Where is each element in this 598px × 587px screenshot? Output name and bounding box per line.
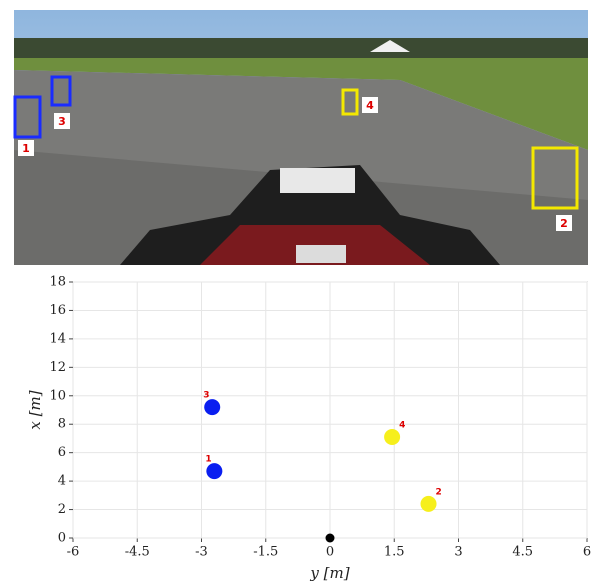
bounding-box bbox=[531, 146, 579, 210]
x-tick-label: 3 bbox=[454, 545, 462, 560]
y-tick-label: 0 bbox=[58, 531, 66, 546]
box-label-bg bbox=[18, 140, 34, 156]
bounding-box bbox=[341, 88, 359, 116]
point bbox=[206, 463, 223, 480]
x-tick-label: -3 bbox=[195, 545, 208, 560]
y-tick-label: 12 bbox=[49, 360, 66, 375]
bounding-box bbox=[50, 75, 72, 107]
y-tick-label: 16 bbox=[49, 303, 66, 318]
camera-photo bbox=[14, 10, 588, 265]
box-label: 3 bbox=[58, 115, 66, 128]
point-label: 2 bbox=[436, 487, 442, 497]
x-tick-label: 1.5 bbox=[384, 545, 405, 560]
y-tick-label: 6 bbox=[58, 445, 66, 460]
point-label: 1 bbox=[205, 455, 211, 465]
x-tick-label: 4.5 bbox=[512, 545, 533, 560]
x-tick-label: 0 bbox=[326, 545, 334, 560]
point bbox=[420, 495, 437, 512]
x-tick-label: 6 bbox=[583, 545, 591, 560]
y-tick-label: 18 bbox=[49, 275, 66, 290]
y-tick-label: 14 bbox=[49, 331, 66, 346]
bounding-box bbox=[13, 95, 42, 139]
x-tick-label: -4.5 bbox=[125, 545, 150, 560]
box-label-bg bbox=[362, 97, 378, 113]
x-tick-label: -1.5 bbox=[253, 545, 278, 560]
y-tick-label: 10 bbox=[49, 388, 66, 403]
point-label: 3 bbox=[203, 391, 209, 401]
y-tick-label: 4 bbox=[58, 474, 66, 489]
x-tick-label: -6 bbox=[67, 545, 80, 560]
box-label: 2 bbox=[560, 217, 568, 230]
x-axis-label: y [m] bbox=[309, 564, 349, 582]
y-tick-label: 8 bbox=[58, 417, 66, 432]
point-label: 4 bbox=[399, 421, 405, 431]
box-label: 4 bbox=[366, 99, 374, 112]
y-axis-label: x [m] bbox=[26, 390, 44, 429]
box-label-bg bbox=[54, 113, 70, 129]
point bbox=[204, 399, 221, 416]
y-tick-label: 2 bbox=[58, 502, 66, 517]
point bbox=[384, 429, 401, 446]
box-label: 1 bbox=[22, 142, 30, 155]
point bbox=[325, 533, 335, 543]
box-label-bg bbox=[556, 215, 572, 231]
